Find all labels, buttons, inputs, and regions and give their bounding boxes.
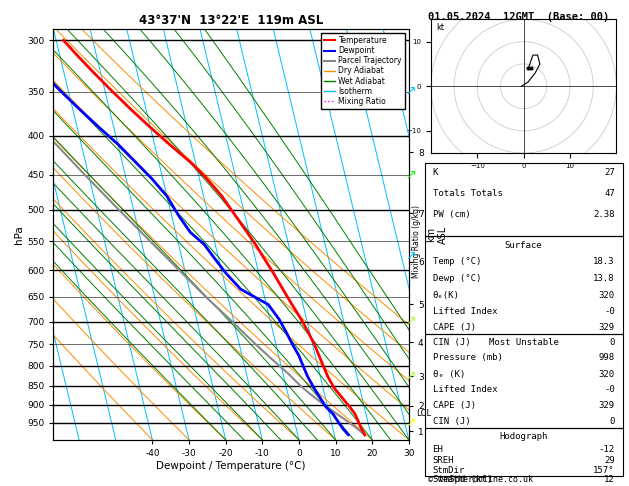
Text: θₑ (K): θₑ (K) xyxy=(433,370,465,379)
Text: StmDir: StmDir xyxy=(433,466,465,475)
Text: PW (cm): PW (cm) xyxy=(433,210,470,219)
Text: 329: 329 xyxy=(599,401,615,410)
Text: CIN (J): CIN (J) xyxy=(433,417,470,426)
Text: -12: -12 xyxy=(599,445,615,454)
Title: 43°37'N  13°22'E  119m ASL: 43°37'N 13°22'E 119m ASL xyxy=(139,14,323,27)
Text: StmSpd (kt): StmSpd (kt) xyxy=(433,475,492,485)
Text: ↗: ↗ xyxy=(405,369,415,382)
Text: kt: kt xyxy=(437,23,445,33)
Text: 0: 0 xyxy=(610,417,615,426)
Text: ↗: ↗ xyxy=(405,85,415,98)
Text: 998: 998 xyxy=(599,353,615,362)
Text: K: K xyxy=(433,169,438,177)
Text: © weatheronline.co.uk: © weatheronline.co.uk xyxy=(428,474,533,484)
Legend: Temperature, Dewpoint, Parcel Trajectory, Dry Adiabat, Wet Adiabat, Isotherm, Mi: Temperature, Dewpoint, Parcel Trajectory… xyxy=(321,33,405,109)
Y-axis label: km
ASL: km ASL xyxy=(426,226,448,243)
Text: 329: 329 xyxy=(599,323,615,331)
Text: 2.38: 2.38 xyxy=(593,210,615,219)
Text: Totals Totals: Totals Totals xyxy=(433,189,503,198)
Text: Hodograph: Hodograph xyxy=(499,432,548,441)
Text: EH: EH xyxy=(433,445,443,454)
Text: Pressure (mb): Pressure (mb) xyxy=(433,353,503,362)
X-axis label: Dewpoint / Temperature (°C): Dewpoint / Temperature (°C) xyxy=(157,461,306,470)
Text: -0: -0 xyxy=(604,385,615,394)
Text: ↗: ↗ xyxy=(405,169,415,181)
Text: Surface: Surface xyxy=(505,241,542,249)
Text: 47: 47 xyxy=(604,189,615,198)
Text: ↗: ↗ xyxy=(405,417,415,429)
Text: 157°: 157° xyxy=(593,466,615,475)
Bar xyxy=(425,334,623,428)
Text: 0: 0 xyxy=(610,338,615,347)
Text: SREH: SREH xyxy=(433,456,454,465)
Text: CIN (J): CIN (J) xyxy=(433,338,470,347)
Text: 320: 320 xyxy=(599,370,615,379)
Y-axis label: hPa: hPa xyxy=(14,225,25,244)
Text: 320: 320 xyxy=(599,291,615,300)
Text: θₑ(K): θₑ(K) xyxy=(433,291,459,300)
Text: -0: -0 xyxy=(604,307,615,316)
Bar xyxy=(425,237,623,334)
Text: 01.05.2024  12GMT  (Base: 00): 01.05.2024 12GMT (Base: 00) xyxy=(428,12,609,22)
Text: 12: 12 xyxy=(604,475,615,485)
Text: 13.8: 13.8 xyxy=(593,274,615,283)
Bar xyxy=(425,163,623,237)
Text: ↗: ↗ xyxy=(405,315,415,328)
Text: Most Unstable: Most Unstable xyxy=(489,338,559,347)
Text: 27: 27 xyxy=(604,169,615,177)
Text: ↗: ↗ xyxy=(405,250,415,263)
Text: 18.3: 18.3 xyxy=(593,257,615,266)
Text: Lifted Index: Lifted Index xyxy=(433,385,497,394)
Text: Dewp (°C): Dewp (°C) xyxy=(433,274,481,283)
Text: Mixing Ratio (g/kg): Mixing Ratio (g/kg) xyxy=(413,205,421,278)
Text: Temp (°C): Temp (°C) xyxy=(433,257,481,266)
Text: LCL: LCL xyxy=(416,410,431,418)
Text: CAPE (J): CAPE (J) xyxy=(433,323,476,331)
Text: Lifted Index: Lifted Index xyxy=(433,307,497,316)
Text: CAPE (J): CAPE (J) xyxy=(433,401,476,410)
Text: 29: 29 xyxy=(604,456,615,465)
Bar xyxy=(425,428,623,476)
